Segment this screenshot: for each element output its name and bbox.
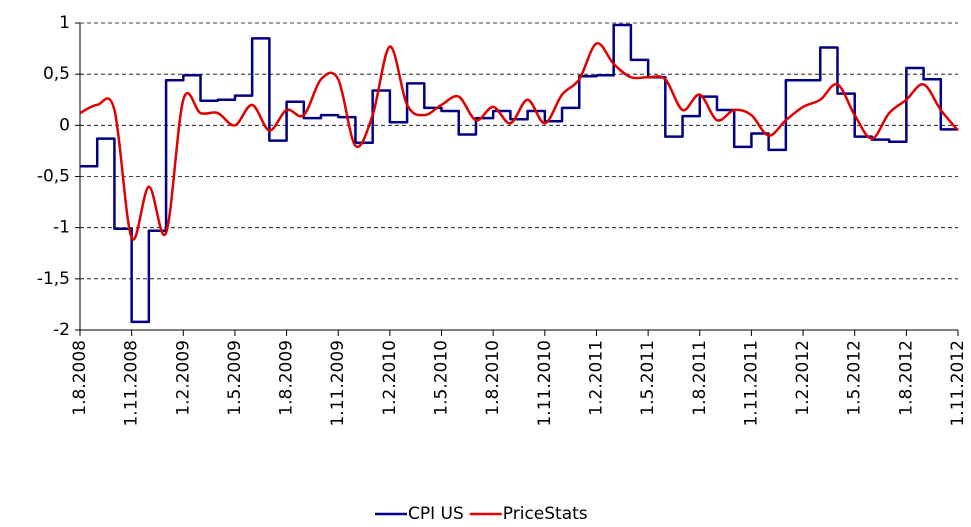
x-tick-label: 1.5.2012 xyxy=(845,340,865,416)
x-tick-label: 1.11.2008 xyxy=(122,340,142,427)
x-tick-label: 1.8.2011 xyxy=(690,340,710,416)
x-tick-label: 1.2.2012 xyxy=(793,340,813,416)
x-tick-label: 1.2.2009 xyxy=(173,340,193,416)
x-tick-label: 1.5.2010 xyxy=(432,340,452,416)
x-tick-label: 1.11.2010 xyxy=(535,340,555,427)
x-tick-label: 1.8.2010 xyxy=(483,340,503,416)
x-tick-label: 1.8.2009 xyxy=(277,340,297,416)
y-tick-label: 0,5 xyxy=(43,64,70,84)
x-tick-label: 1.8.2008 xyxy=(70,340,90,416)
x-tick-label: 1.5.2011 xyxy=(638,340,658,416)
y-tick-label: 1 xyxy=(59,13,70,33)
x-tick-label: 1.11.2011 xyxy=(741,340,761,427)
x-tick-label: 1.2.2011 xyxy=(586,340,606,416)
y-tick-label: -0,5 xyxy=(37,167,70,187)
x-tick-label: 1.8.2012 xyxy=(896,340,916,416)
y-tick-label: 0 xyxy=(59,115,70,135)
x-tick-label: 1.11.2009 xyxy=(328,340,348,427)
y-tick-label: -2 xyxy=(53,320,70,340)
x-tick-label: 1.5.2009 xyxy=(225,340,245,416)
y-tick-label: -1,5 xyxy=(37,269,70,289)
x-tick-label: 1.2.2010 xyxy=(380,340,400,416)
legend-label: CPI US xyxy=(408,504,464,524)
legend-label: PriceStats xyxy=(503,504,588,524)
series-line xyxy=(80,23,958,324)
legend: CPI US PriceStats xyxy=(375,504,588,524)
x-tick-label: 1.11.2012 xyxy=(948,340,968,427)
y-tick-label: -1 xyxy=(53,218,70,238)
series-line xyxy=(79,42,959,241)
